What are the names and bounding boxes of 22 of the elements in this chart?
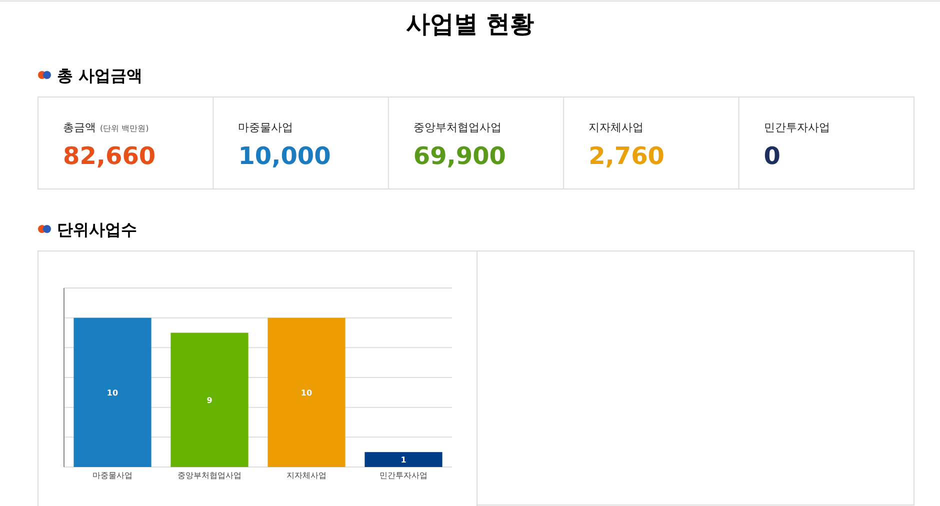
data-label: 69,900	[413, 142, 506, 170]
category-label: 지자체사업	[588, 121, 644, 134]
data-label: 10	[300, 388, 312, 398]
x-tick-label: 마중물사업	[92, 471, 132, 480]
x-tick-label: 민간투자사업	[380, 471, 428, 480]
data-label: 82,660	[63, 142, 156, 170]
data-label: 1	[400, 456, 407, 465]
category-label: 총금액	[63, 121, 96, 134]
text: 사업별 현황	[406, 10, 534, 38]
category-label: 마중물사업	[238, 121, 294, 134]
category-label: 민간투자사업	[764, 121, 830, 134]
x-tick-label: 중앙부처협업사업	[178, 471, 242, 480]
category-label: 중앙부처협업사업	[413, 121, 502, 134]
x-tick-label: 지자체사업	[286, 471, 326, 480]
data-label: 10,000	[238, 142, 331, 170]
text: 총 사업금액	[57, 66, 143, 85]
data-label: 2,760	[588, 142, 665, 170]
chart-title: 단위사업수	[57, 220, 137, 239]
data-label: 10	[106, 388, 118, 398]
data-label: 0	[764, 142, 781, 170]
text: (단위 백만원)	[100, 124, 149, 133]
data-label: 9	[206, 396, 213, 405]
